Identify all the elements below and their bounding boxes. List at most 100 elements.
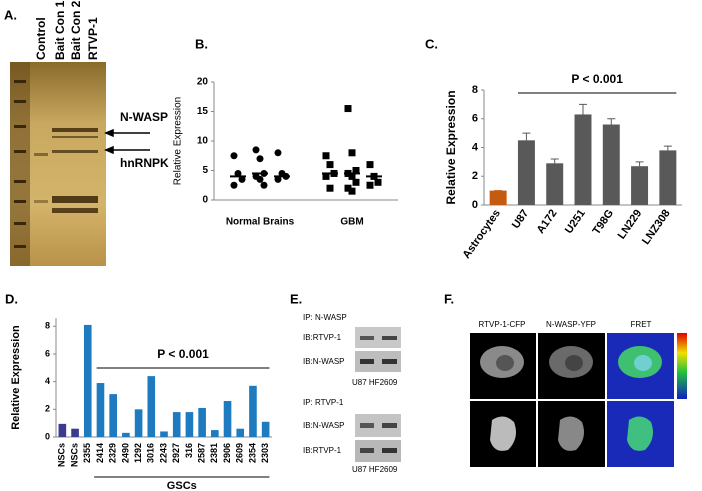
x-tick-label: Normal Brains bbox=[226, 217, 295, 228]
annotation: P < 0.001 bbox=[157, 347, 209, 361]
x-tick-label: A172 bbox=[535, 208, 560, 236]
blots bbox=[355, 327, 401, 462]
point bbox=[322, 152, 330, 160]
group-label: GSCs bbox=[167, 480, 197, 491]
ip-label: IP: N-WASP bbox=[303, 313, 347, 322]
y-tick-label: 15 bbox=[197, 106, 209, 117]
point bbox=[344, 184, 352, 192]
ip-label: IP: RTVP-1 bbox=[303, 398, 344, 407]
y-tick-label: 4 bbox=[472, 141, 479, 153]
x-tick-label: NSCs bbox=[57, 443, 67, 467]
bar bbox=[109, 394, 117, 437]
column-label: N-WASP-YFP bbox=[546, 320, 596, 329]
point bbox=[274, 149, 282, 157]
column-label: FRET bbox=[631, 320, 652, 329]
panel-label: D. bbox=[5, 291, 18, 306]
x-tick-label: Astrocytes bbox=[461, 208, 503, 261]
error-bar bbox=[635, 161, 644, 167]
bar bbox=[185, 412, 194, 437]
point bbox=[348, 149, 356, 157]
y-tick-label: 0 bbox=[202, 195, 208, 206]
x-tick-label: 2906 bbox=[222, 443, 232, 463]
point bbox=[348, 172, 356, 180]
y-tick-label: 20 bbox=[197, 77, 209, 88]
band-label: N-WASP bbox=[120, 110, 168, 124]
arrows bbox=[104, 128, 150, 155]
bar bbox=[574, 114, 592, 205]
x-tick-label: 2329 bbox=[108, 443, 118, 463]
column-label: RTVP-1-CFP bbox=[479, 320, 526, 329]
panel-label: A. bbox=[4, 7, 17, 22]
y-tick-label: 8 bbox=[45, 321, 50, 331]
y-tick-label: 5 bbox=[202, 165, 208, 176]
bar bbox=[71, 428, 79, 437]
bar bbox=[249, 385, 257, 437]
y-axis-label: Relative Expression bbox=[444, 90, 458, 204]
y-tick-label: 0 bbox=[472, 199, 478, 211]
bar bbox=[236, 428, 245, 437]
bar bbox=[96, 383, 105, 437]
x-tick-label: 2303 bbox=[260, 443, 270, 463]
error-bar bbox=[522, 132, 531, 141]
bar bbox=[198, 407, 206, 437]
bar bbox=[659, 150, 677, 205]
x-tick-label: 3016 bbox=[146, 443, 156, 463]
x-tick-label: 1292 bbox=[133, 443, 143, 463]
panel-label: E. bbox=[290, 291, 302, 306]
gel-image bbox=[10, 62, 106, 266]
point bbox=[238, 175, 246, 183]
lane-label: Bait Con 2 bbox=[69, 0, 83, 60]
x-tick-label: 2355 bbox=[82, 443, 92, 463]
y-tick-label: 6 bbox=[472, 113, 478, 125]
panel-label: F. bbox=[444, 291, 454, 306]
point bbox=[366, 181, 374, 189]
x-tick-label: LN229 bbox=[616, 208, 645, 242]
lane-label: Control bbox=[34, 17, 48, 60]
annotation: P < 0.001 bbox=[571, 72, 623, 86]
bar bbox=[134, 409, 143, 437]
x-tick-label: 2243 bbox=[158, 443, 168, 463]
x-tick-label: T98G bbox=[591, 208, 617, 237]
x-tick-label: 2609 bbox=[235, 443, 245, 463]
ib-label: IB:RTVP-1 bbox=[303, 333, 342, 342]
bar bbox=[489, 190, 507, 205]
cell-label: U87 HF2609 bbox=[352, 465, 398, 474]
micrographs bbox=[470, 333, 687, 467]
lane-label: Bait Con 1 bbox=[53, 0, 67, 60]
bar bbox=[631, 166, 649, 205]
bar bbox=[83, 324, 92, 437]
x-tick-label: 2587 bbox=[196, 443, 206, 463]
x-tick-label: U251 bbox=[563, 208, 588, 236]
y-axis-label: Relative Expression bbox=[173, 97, 184, 185]
point bbox=[374, 178, 382, 186]
point bbox=[252, 146, 260, 154]
x-tick-label: 316 bbox=[184, 443, 194, 458]
bar bbox=[546, 163, 564, 205]
y-tick-label: 2 bbox=[472, 170, 478, 182]
x-tick-label: 2927 bbox=[171, 443, 181, 463]
panel-label: B. bbox=[195, 36, 208, 51]
bar bbox=[172, 412, 181, 437]
bar bbox=[602, 124, 620, 205]
error-bar bbox=[550, 158, 559, 164]
point bbox=[260, 181, 268, 189]
x-tick-label: GBM bbox=[340, 217, 363, 228]
bar bbox=[160, 431, 168, 437]
point bbox=[230, 152, 238, 160]
ib-label: IB:N-WASP bbox=[303, 421, 344, 430]
x-tick-label: 2354 bbox=[247, 443, 257, 463]
point bbox=[352, 167, 360, 174]
cell-label: U87 HF2609 bbox=[352, 378, 398, 387]
point bbox=[256, 155, 264, 163]
point bbox=[230, 181, 238, 189]
x-tick-label: U87 bbox=[510, 208, 531, 231]
point bbox=[256, 175, 264, 183]
bar bbox=[261, 421, 270, 437]
x-tick-label: 2490 bbox=[120, 443, 130, 463]
point bbox=[344, 105, 352, 113]
y-tick-label: 8 bbox=[472, 84, 478, 96]
bar bbox=[147, 376, 156, 437]
y-tick-label: 4 bbox=[45, 376, 50, 386]
